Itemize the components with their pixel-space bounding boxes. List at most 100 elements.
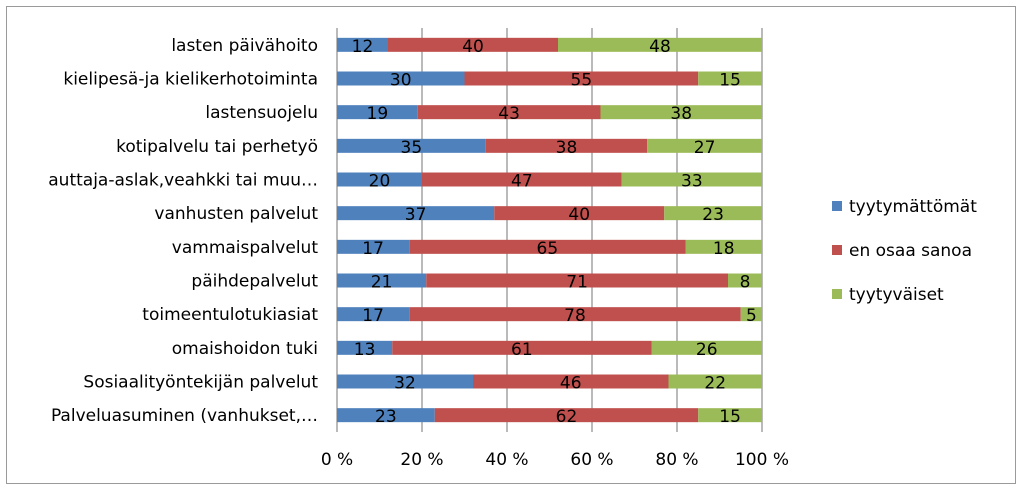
data-label: 22 [704,374,726,394]
bar-segment [409,239,686,254]
gridlines [336,28,763,432]
data-label: 48 [649,37,671,57]
data-label: 37 [405,205,427,225]
data-label: 20 [369,172,391,192]
bar-segment [464,71,699,86]
data-label: 55 [571,71,593,91]
bar-segment [417,105,601,120]
data-label: 33 [681,172,703,192]
category-label: lasten päivähoito [171,36,318,56]
category-label: vammaispalvelut [172,238,319,258]
bar-segment [337,105,418,120]
data-label: 8 [740,273,751,293]
data-label: 26 [696,340,718,360]
data-label: 40 [568,205,590,225]
data-label: 17 [362,306,384,326]
data-label: 21 [371,273,393,293]
bar-segment [728,273,762,288]
bar-segment [698,71,762,86]
data-label: 5 [746,306,757,326]
bar-segment [392,340,652,355]
data-label: 23 [702,205,724,225]
bar-segment [664,206,762,221]
bar-segment [388,37,558,52]
category-labels: lasten päivähoito kielipesä-ja kielikerho… [48,36,318,426]
bar-segment [337,340,393,355]
data-label: 19 [367,104,389,124]
x-tick-label: 20 % [400,450,443,470]
data-label: 27 [694,138,716,158]
data-label: 15 [719,71,741,91]
bar-segment [600,105,762,120]
data-label: 71 [566,273,588,293]
x-tick-label: 40 % [485,450,528,470]
legend-swatch [832,289,842,299]
data-label: 30 [390,71,412,91]
data-label: 17 [362,239,384,259]
category-label: kielipesä-ja kielikerhotoiminta [63,70,318,90]
bar-segment [337,138,486,153]
bar-segment [651,340,762,355]
data-label: 23 [375,407,397,427]
category-label: Palveluasuminen (vanhukset,… [51,406,318,426]
category-label: lastensuojelu [205,103,318,123]
bar-segment [337,307,410,322]
bar-segment [409,307,741,322]
x-tick-label: 80 % [655,450,698,470]
legend-swatch [832,245,842,255]
bar-segment [740,307,762,322]
bar-segment [698,408,762,423]
bar-segment [422,172,622,187]
data-label: 65 [537,239,559,259]
bar-segment [337,408,435,423]
data-label: 38 [670,104,692,124]
category-label: päihdepalvelut [191,272,318,292]
legend-label: en osaa sanoa [849,241,972,261]
data-label: 47 [511,172,533,192]
category-label: vanhusten palvelut [154,204,318,224]
data-label: 40 [462,37,484,57]
data-label: 43 [498,104,520,124]
category-label: toimeentulotukiasiat [142,305,318,325]
category-label: auttaja-aslak,veahkki tai muu… [48,171,318,191]
x-tick-label: 60 % [570,450,613,470]
legend-label: tyytyväiset [849,285,944,305]
data-label: 18 [713,239,735,259]
data-label: 35 [401,138,423,158]
bar-segment [337,239,410,254]
bar-segment [647,138,762,153]
data-label: 46 [560,374,582,394]
legend-label: tyytymättömät [849,197,977,217]
data-label: 13 [354,340,376,360]
bar-segment [337,374,473,389]
bar-segment [337,206,495,221]
bar-segment [668,374,762,389]
bar-segment [473,374,669,389]
x-tick-labels: 0 % 20 % 40 % 60 % 80 % 100 % [321,450,789,470]
data-label: 15 [719,407,741,427]
bar-segment [485,138,648,153]
bar-segment [337,37,388,52]
data-label: 38 [556,138,578,158]
category-label: Sosiaalityöntekijän palvelut [83,373,318,393]
bar-segment [337,172,422,187]
data-label: 32 [394,374,416,394]
bar-segment [337,273,427,288]
bar-segment [621,172,762,187]
category-label: kotipalvelu tai perhetyö [116,137,318,157]
bar-segment [685,239,762,254]
bar-segment [494,206,665,221]
data-label: 62 [556,407,578,427]
bar-segment [337,71,465,86]
data-label: 78 [564,306,586,326]
legend: tyytymättömät en osaa sanoa tyytyväiset [832,197,977,305]
category-label: omaishoidon tuki [172,339,318,359]
data-label: 61 [511,340,533,360]
data-label: 12 [352,37,374,57]
x-tick-label: 0 % [321,450,353,470]
legend-swatch [832,201,842,211]
bar-segment [558,37,762,52]
bar-segment [434,408,699,423]
